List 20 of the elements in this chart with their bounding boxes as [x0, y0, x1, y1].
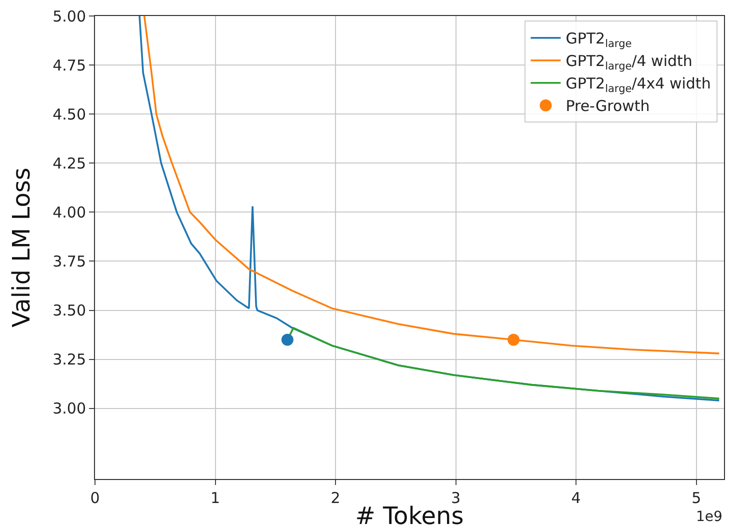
x-tick-label: 4 — [571, 489, 581, 507]
y-tick-label: 4.50 — [52, 105, 86, 124]
y-tick-label: 3.75 — [52, 252, 86, 270]
x-tick-label: 2 — [330, 489, 340, 507]
y-tick-label: 3.25 — [52, 350, 86, 369]
legend-label: Pre-Growth — [566, 97, 650, 116]
legend-label: GPT2$_{large}$/4 width — [566, 52, 692, 72]
y-tick-label: 5.00 — [52, 7, 86, 26]
x-tick-label: 0 — [90, 489, 100, 507]
x-tick-label: 1 — [210, 489, 220, 507]
legend-label: GPT2$_{large}$ — [566, 30, 632, 50]
legend-label: GPT2$_{large}$/4x4 width — [566, 74, 711, 95]
y-tick-label: 4.00 — [52, 203, 86, 222]
text: 1e9 — [696, 509, 722, 525]
y-tick-label: 3.00 — [52, 400, 86, 418]
y-tick-label: 4.75 — [52, 56, 86, 74]
y-tick-label: 4.25 — [52, 154, 86, 172]
x-tick-label: 5 — [692, 489, 702, 507]
y-tick-label: 3.50 — [52, 302, 86, 320]
y-axis-title: Valid LM Loss — [8, 168, 36, 328]
